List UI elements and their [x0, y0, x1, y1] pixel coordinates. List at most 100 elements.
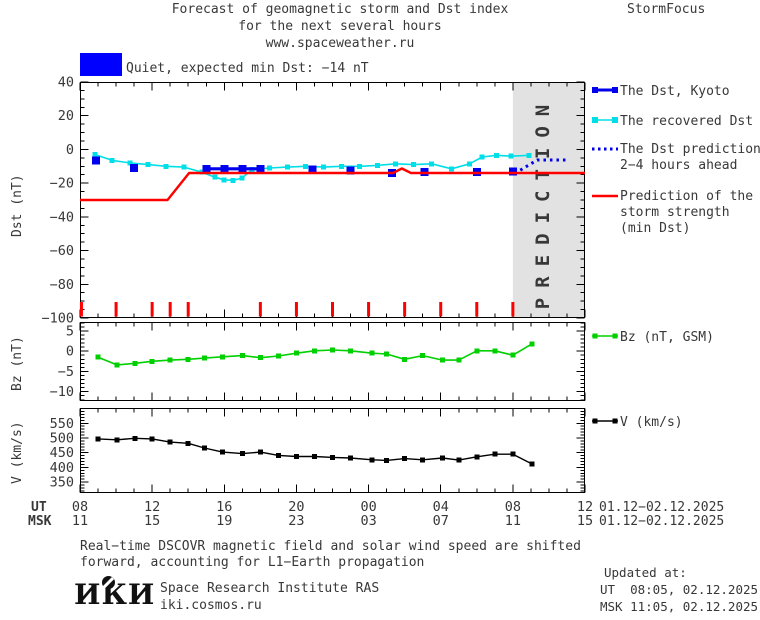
page-title-line1: Forecast of geomagnetic storm and Dst in… [171, 2, 509, 17]
footer-note-line2: forward, accounting for L1−Earth propaga… [80, 555, 425, 570]
dst-y-tick-label: 20 [58, 108, 74, 124]
updated-at-msk: MSK 11:05, 02.12.2025 [600, 599, 759, 614]
series-marker [219, 449, 225, 455]
series-marker [181, 164, 187, 170]
msk-tick-label: 11 [72, 513, 88, 529]
series-marker [384, 457, 390, 463]
series-marker [167, 357, 173, 363]
status-text: Quiet, expected min Dst: −14 nT [126, 61, 369, 76]
dst-y-tick-label: −100 [41, 311, 74, 327]
series-marker [526, 152, 532, 158]
legend-v-marker [612, 418, 618, 424]
ut-tick-label: 08 [72, 499, 88, 515]
v-y-tick-label: 450 [50, 445, 74, 461]
series-marker [311, 348, 317, 354]
page-title-url: www.spaceweather.ru [265, 36, 415, 51]
msk-tick-label: 23 [288, 513, 304, 529]
bz-panel-frame [80, 322, 585, 401]
msk-tick-label: 19 [216, 513, 232, 529]
page-title-line2: for the next several hours [238, 19, 442, 34]
series-marker [202, 164, 211, 173]
status-color-swatch [80, 53, 122, 76]
series-marker [220, 164, 229, 173]
series-marker [357, 163, 363, 169]
msk-tick-label: 11 [505, 513, 521, 529]
series-line [97, 343, 533, 366]
legend-kyoto-marker [612, 87, 618, 93]
updated-at-label: Updated at: [604, 565, 687, 580]
msk-date-range: 01.12−02.12.2025 [599, 514, 725, 529]
series-marker [456, 357, 462, 363]
legend-strength-label2: storm strength [620, 205, 730, 220]
series-marker [92, 151, 98, 157]
series-marker [420, 353, 426, 359]
series-marker [402, 356, 408, 362]
series-marker [302, 163, 308, 169]
series-marker [529, 461, 535, 467]
series-marker [467, 161, 473, 167]
series-marker [440, 357, 446, 363]
dst-y-tick-label: −60 [50, 243, 74, 259]
ut-date-range: 01.12−02.12.2025 [599, 500, 725, 515]
series-marker [429, 161, 435, 167]
v-y-tick-label: 400 [50, 460, 74, 476]
ut-tick-label: 12 [577, 499, 593, 515]
bz-y-tick-label: −10 [50, 384, 74, 400]
series-marker [132, 360, 138, 366]
series-marker [163, 163, 169, 169]
legend-kyoto-marker [592, 87, 598, 93]
series-marker [114, 437, 120, 443]
updated-at-ut: UT 08:05, 02.12.2025 [600, 582, 759, 597]
series-marker [127, 160, 133, 166]
series-line [80, 167, 585, 202]
legend-recovered-label: The recovered Dst [620, 114, 754, 129]
series-marker [348, 348, 354, 354]
series-marker [95, 436, 101, 442]
legend-bz-marker [592, 333, 598, 339]
institute-name: Space Research Institute RAS [160, 581, 380, 596]
series-marker [257, 355, 263, 361]
series-marker [185, 356, 191, 362]
series-marker [92, 156, 101, 165]
series-marker [384, 351, 390, 357]
msk-tick-label: 03 [360, 513, 376, 529]
legend-prediction-label: The Dst prediction [620, 142, 760, 157]
series-marker [348, 455, 354, 461]
series-marker [256, 164, 265, 173]
dst-y-tick-label: −20 [50, 176, 74, 192]
footer-note-line1: Real−time DSCOVR magnetic field and sola… [80, 539, 581, 554]
dst-y-tick-label: 40 [58, 75, 74, 91]
series-marker [266, 165, 272, 171]
legend-kyoto-label: The Dst, Kyoto [620, 84, 730, 99]
ut-tick-label: 12 [144, 499, 160, 515]
series-marker [95, 354, 101, 360]
series-marker [508, 167, 517, 176]
series-marker [508, 153, 514, 159]
legend-prediction-label2: 2−4 hours ahead [620, 158, 738, 173]
series-marker [293, 350, 299, 356]
series-marker [330, 454, 335, 460]
v-y-tick-label: 350 [50, 475, 74, 491]
series-marker [393, 161, 399, 167]
series-marker [474, 348, 480, 354]
legend-bz-label: Bz (nT, GSM) [620, 330, 714, 345]
brand-label: StormFocus [627, 2, 706, 17]
legend-v-label: V (km/s) [620, 415, 683, 430]
series-marker [330, 347, 335, 353]
bz-axis-title: Bz (nT) [10, 336, 25, 391]
series-marker [311, 454, 317, 460]
series-marker [145, 162, 151, 168]
v-axis-title: V (km/s) [10, 421, 25, 484]
series-line [94, 153, 530, 182]
legend-recovered-marker [612, 117, 618, 123]
series-line [97, 437, 533, 465]
series-marker [474, 454, 480, 460]
series-marker [132, 435, 138, 441]
series-marker [275, 353, 281, 359]
series-marker [402, 456, 408, 462]
ut-row-label: UT [31, 500, 47, 515]
series-marker [510, 451, 516, 457]
msk-tick-label: 15 [577, 513, 593, 529]
legend-strength-label: Prediction of the [620, 189, 754, 204]
